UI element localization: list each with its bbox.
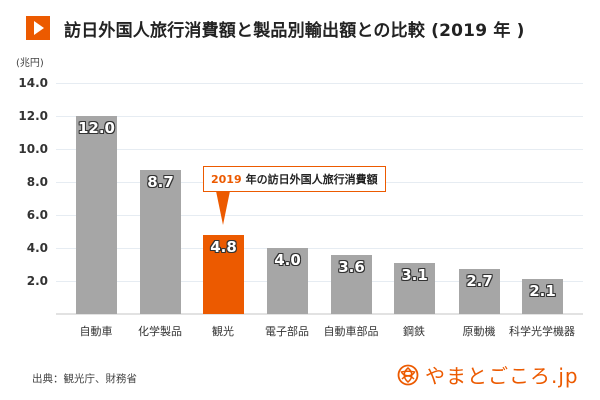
bar-value-label: 3.1 bbox=[401, 265, 428, 284]
y-axis-unit: (兆円) bbox=[16, 58, 44, 69]
bar: 4.8 bbox=[203, 234, 244, 314]
y-tick: 12.0 bbox=[18, 109, 48, 123]
x-axis-label: 観光 bbox=[212, 325, 234, 338]
bar: 3.1 bbox=[394, 262, 435, 314]
bar: 12.0 bbox=[76, 116, 117, 314]
annotation-pointer bbox=[216, 191, 230, 225]
yamatogokoro-logo-icon bbox=[397, 364, 419, 385]
chart-header: 訪日外国人旅行消費額と製品別輸出額との比較 (2019 年 ) bbox=[26, 14, 525, 42]
chart-title: 訪日外国人旅行消費額と製品別輸出額との比較 (2019 年 ) bbox=[64, 20, 525, 41]
x-axis-label: 自動車 bbox=[79, 325, 113, 338]
annotation-text: 年の訪日外国人旅行消費額 bbox=[245, 173, 378, 186]
bar-value-label: 2.7 bbox=[466, 272, 493, 291]
annotation-callout: 2019 年の訪日外国人旅行消費額 bbox=[203, 166, 386, 192]
brand-logo: やまとごころ.jp bbox=[397, 360, 579, 389]
gridline bbox=[56, 248, 583, 249]
x-axis-label: 科学光学機器 bbox=[509, 325, 575, 338]
bar: 2.1 bbox=[522, 279, 563, 314]
x-axis-label: 電子部品 bbox=[265, 325, 309, 338]
logo-text: やまとごころ.jp bbox=[425, 364, 579, 388]
x-axis-baseline bbox=[56, 313, 583, 315]
bar: 2.7 bbox=[459, 269, 500, 314]
y-tick: 2.0 bbox=[26, 274, 48, 288]
gridline bbox=[56, 116, 583, 117]
bar-value-label: 3.6 bbox=[338, 257, 365, 276]
bar-value-label: 8.7 bbox=[147, 173, 174, 192]
bar: 3.6 bbox=[331, 254, 372, 314]
bar-value-label: 4.0 bbox=[274, 251, 301, 269]
play-icon bbox=[26, 16, 50, 40]
y-tick: 14.0 bbox=[18, 76, 48, 90]
annotation-year: 2019 bbox=[211, 172, 242, 186]
source-note: 出典：観光庁、財務省 bbox=[32, 373, 137, 385]
gridline bbox=[56, 149, 583, 150]
bar-value-label: 4.8 bbox=[210, 237, 237, 256]
x-axis-label: 化学製品 bbox=[138, 325, 182, 338]
y-tick: 10.0 bbox=[18, 142, 48, 156]
y-tick: 4.0 bbox=[26, 241, 48, 255]
bar-value-label: 2.1 bbox=[529, 282, 556, 301]
gridline bbox=[56, 215, 583, 216]
bar: 4.0 bbox=[267, 248, 308, 314]
bar-value-label: 12.0 bbox=[77, 119, 115, 137]
x-axis-label: 鋼鉄 bbox=[403, 325, 425, 338]
gridline bbox=[56, 83, 583, 84]
x-axis-label: 原動機 bbox=[462, 325, 496, 338]
x-axis-label: 自動車部品 bbox=[323, 325, 379, 338]
y-tick: 6.0 bbox=[26, 208, 48, 222]
gridline bbox=[56, 281, 583, 282]
y-tick: 8.0 bbox=[26, 175, 48, 189]
bar: 8.7 bbox=[140, 170, 181, 314]
